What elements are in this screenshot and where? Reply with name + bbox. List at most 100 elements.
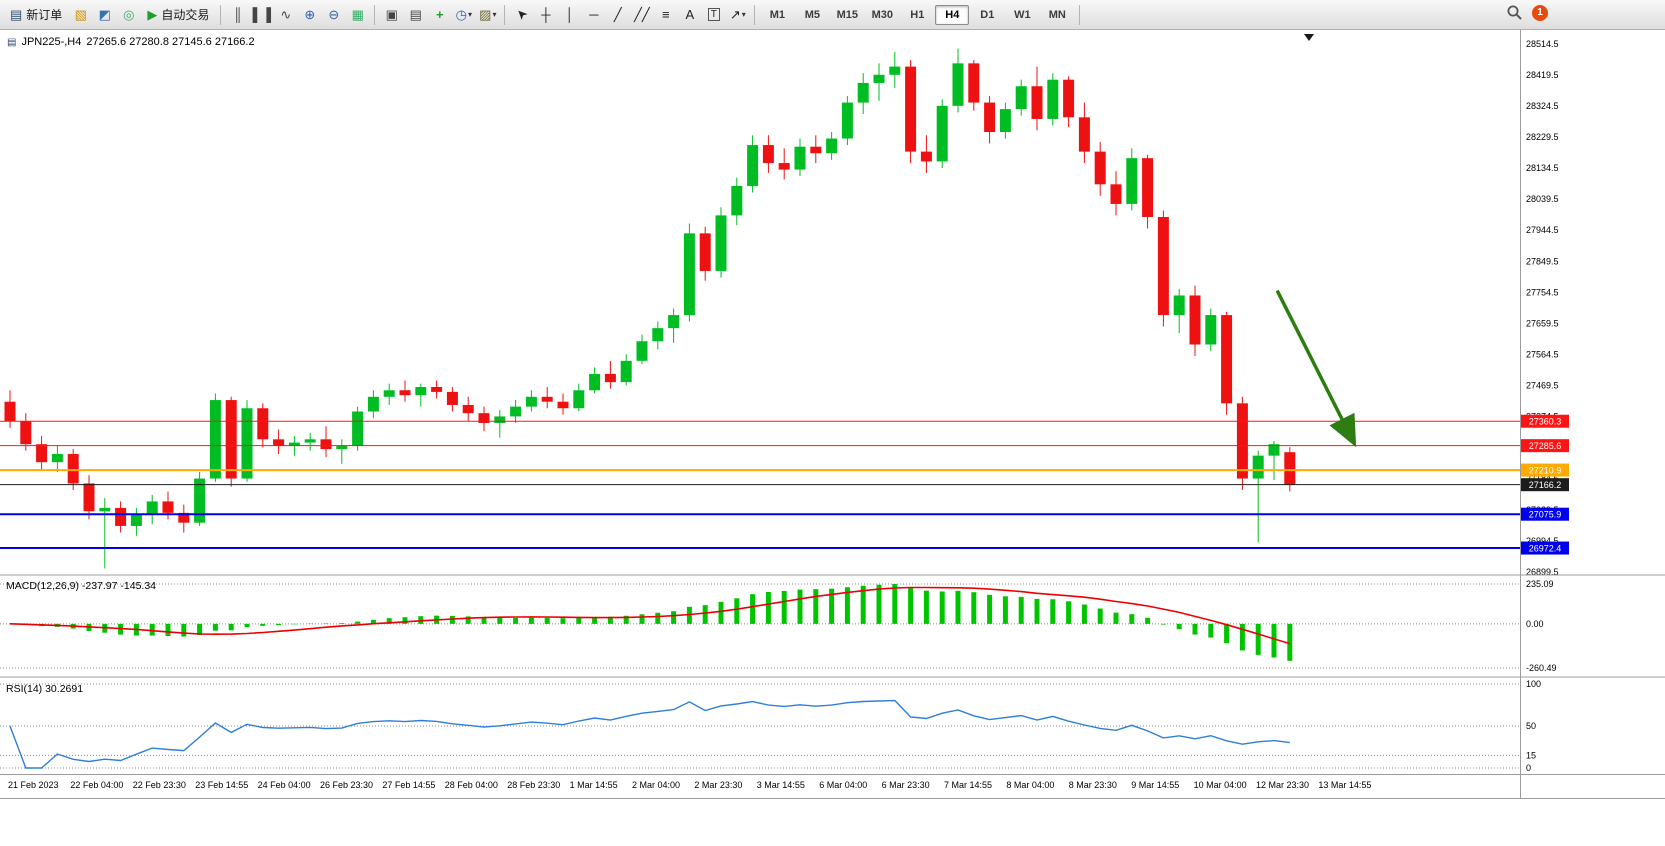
macd-signal-line — [9, 586, 1291, 645]
zoom-in-icon[interactable]: ⊕ — [298, 3, 321, 26]
svg-text:26 Feb 23:30: 26 Feb 23:30 — [320, 780, 373, 790]
svg-text:28134.5: 28134.5 — [1526, 163, 1559, 173]
price-tag — [1521, 478, 1569, 492]
notification-badge[interactable]: 1 — [1532, 4, 1548, 21]
text-label-icon[interactable]: T — [702, 3, 725, 26]
zoom-in-icon-glyph: ⊕ — [304, 7, 316, 22]
timeframe-m5[interactable]: M5 — [804, 8, 820, 21]
svg-text:27360.3: 27360.3 — [1529, 417, 1562, 427]
svg-text:27210.9: 27210.9 — [1529, 466, 1562, 476]
new-order-button[interactable]: ▤ 新订单 — [4, 3, 68, 27]
add-indicator-icon[interactable]: + — [428, 3, 451, 26]
svg-text:2 Mar 04:00: 2 Mar 04:00 — [632, 780, 680, 790]
svg-text:2 Mar 23:30: 2 Mar 23:30 — [694, 780, 742, 790]
svg-text:27849.5: 27849.5 — [1526, 256, 1559, 266]
svg-text:28039.5: 28039.5 — [1526, 194, 1559, 204]
autotrading-button[interactable]: ▶ 自动交易 — [141, 3, 215, 27]
timeframe-h1[interactable]: H1 — [910, 8, 925, 21]
svg-text:100: 100 — [1526, 679, 1541, 689]
toolbar-separator — [374, 4, 376, 25]
toolbar-separator — [504, 4, 506, 25]
svg-text:8 Mar 04:00: 8 Mar 04:00 — [1006, 780, 1054, 790]
svg-text:28229.5: 28229.5 — [1526, 132, 1559, 142]
sell-arrow-annotation — [1275, 289, 1357, 448]
svg-text:28 Feb 23:30: 28 Feb 23:30 — [507, 780, 560, 790]
svg-text:0.00: 0.00 — [1526, 619, 1544, 629]
timeframe-m30[interactable]: M30 — [871, 8, 894, 21]
rsi-line — [9, 699, 1290, 769]
text-icon[interactable]: A — [678, 3, 701, 26]
vertical-line-icon[interactable]: │ — [558, 3, 581, 26]
svg-text:15: 15 — [1526, 750, 1536, 760]
fibonacci-icon[interactable]: ≡ — [654, 3, 677, 26]
signals-icon[interactable]: ◎ — [117, 3, 140, 26]
shapes-icon[interactable]: ↗ ▾ — [726, 3, 749, 26]
candlestick-chart-icon[interactable]: ▌▐ — [250, 3, 273, 26]
macd-histogram — [23, 584, 1293, 661]
template-icon-glyph: ▨ — [479, 7, 492, 22]
macd-indicator-label: MACD(12,26,9) -237.97 -145.34 — [6, 580, 156, 592]
channel-icon[interactable]: ╱╱ — [630, 3, 653, 26]
horizontal-line-icon[interactable]: ─ — [582, 3, 605, 26]
timeframe-mn[interactable]: MN — [1048, 8, 1066, 21]
candles-layer — [4, 48, 1296, 569]
trendline-icon[interactable]: ╱ — [606, 3, 629, 26]
tile-windows-icon[interactable]: ▦ — [346, 3, 369, 26]
svg-text:22 Feb 23:30: 22 Feb 23:30 — [133, 780, 186, 790]
tile-windows-icon-glyph: ▦ — [351, 7, 364, 22]
svg-text:235.09: 235.09 — [1526, 579, 1554, 589]
search-icon[interactable] — [1506, 4, 1523, 21]
price-chart-canvas[interactable]: 26899.526994.527089.527184.527279.527374… — [0, 30, 1665, 846]
svg-text:24 Feb 04:00: 24 Feb 04:00 — [258, 780, 311, 790]
crosshair-icon-glyph: ┼ — [541, 7, 551, 22]
price-tag — [1521, 541, 1569, 555]
profiles-icon[interactable]: ▧ — [69, 3, 92, 26]
toolbar-separator — [754, 4, 756, 25]
bars-chart-icon[interactable]: ║ — [226, 3, 249, 26]
line-chart-icon-glyph: ∿ — [280, 7, 292, 22]
zoom-out-icon[interactable]: ⊖ — [322, 3, 345, 26]
chart-title: ▤ JPN225-,H4 27265.6 27280.8 27145.6 271… — [7, 36, 255, 48]
svg-text:27564.5: 27564.5 — [1526, 349, 1559, 359]
chart-shift-marker — [1304, 34, 1314, 41]
autotrading-label: 自动交易 — [161, 8, 210, 22]
timeframe-d1[interactable]: D1 — [980, 8, 995, 21]
chart-symbol-period: JPN225-,H4 — [21, 36, 82, 48]
timeframe-w1[interactable]: W1 — [1014, 8, 1031, 21]
svg-text:27754.5: 27754.5 — [1526, 287, 1559, 297]
price-tag — [1521, 463, 1569, 477]
line-chart-icon[interactable]: ∿ — [274, 3, 297, 26]
svg-text:27075.9: 27075.9 — [1529, 510, 1562, 520]
timeframe-m15[interactable]: M15 — [836, 8, 859, 21]
svg-text:0: 0 — [1526, 763, 1531, 773]
candlestick-chart-icon-glyph: ▌▐ — [252, 7, 272, 22]
zoom-out-icon-glyph: ⊖ — [328, 7, 340, 22]
svg-text:13 Mar 14:55: 13 Mar 14:55 — [1318, 780, 1371, 790]
svg-text:1 Mar 14:55: 1 Mar 14:55 — [570, 780, 618, 790]
timeframe-h4[interactable]: H4 — [935, 4, 970, 25]
trendline-icon-glyph: ╱ — [613, 7, 622, 22]
svg-text:6 Mar 23:30: 6 Mar 23:30 — [882, 780, 930, 790]
chart-list-icon[interactable]: ▤ — [404, 3, 427, 26]
svg-text:26899.5: 26899.5 — [1526, 567, 1559, 577]
cursor-icon-glyph: ➤ — [512, 5, 531, 24]
cursor-icon[interactable]: ➤ — [510, 3, 533, 26]
svg-text:28 Feb 04:00: 28 Feb 04:00 — [445, 780, 498, 790]
svg-text:12 Mar 23:30: 12 Mar 23:30 — [1256, 780, 1309, 790]
crosshair-icon[interactable]: ┼ — [534, 3, 557, 26]
svg-text:27659.5: 27659.5 — [1526, 318, 1559, 328]
svg-text:21 Feb 2023: 21 Feb 2023 — [8, 780, 59, 790]
chevron-down-icon: ▾ — [467, 10, 472, 19]
new-chart-icon[interactable]: ▣ — [380, 3, 403, 26]
new-order-icon: ▤ — [10, 7, 23, 22]
chart-list-icon-glyph: ▤ — [409, 7, 422, 22]
template-icon[interactable]: ▨ ▾ — [476, 3, 499, 26]
horizontal-line-icon-glyph: ─ — [589, 7, 599, 22]
period-icon[interactable]: ◷ ▾ — [452, 3, 475, 26]
text-icon-glyph: A — [685, 7, 695, 22]
svg-text:27285.6: 27285.6 — [1529, 441, 1562, 451]
price-tag — [1521, 439, 1569, 453]
svg-text:23 Feb 14:55: 23 Feb 14:55 — [195, 780, 248, 790]
market-watch-icon[interactable]: ◩ — [93, 3, 116, 26]
timeframe-m1[interactable]: M1 — [769, 8, 785, 21]
